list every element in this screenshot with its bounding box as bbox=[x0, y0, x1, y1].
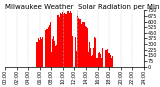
Bar bbox=[89, 42, 90, 67]
Bar bbox=[48, 27, 49, 67]
Bar bbox=[111, 58, 112, 67]
Bar bbox=[54, 41, 55, 67]
Bar bbox=[56, 45, 57, 67]
Bar bbox=[87, 28, 88, 67]
Bar bbox=[50, 22, 51, 67]
Bar bbox=[42, 37, 43, 67]
Bar bbox=[108, 53, 109, 67]
Bar bbox=[52, 39, 53, 67]
Bar bbox=[112, 56, 113, 67]
Bar bbox=[95, 38, 96, 67]
Bar bbox=[102, 48, 103, 67]
Bar bbox=[94, 37, 95, 67]
Bar bbox=[88, 52, 89, 67]
Bar bbox=[37, 42, 38, 67]
Bar bbox=[55, 46, 56, 67]
Text: Milwaukee Weather  Solar Radiation per Minute W/m² (Last 24 Hours): Milwaukee Weather Solar Radiation per Mi… bbox=[5, 3, 160, 10]
Bar bbox=[64, 13, 65, 67]
Bar bbox=[79, 19, 80, 67]
Bar bbox=[93, 48, 94, 67]
Bar bbox=[98, 53, 99, 67]
Bar bbox=[65, 14, 66, 67]
Bar bbox=[91, 56, 92, 67]
Bar bbox=[51, 52, 52, 67]
Bar bbox=[47, 29, 48, 67]
Bar bbox=[105, 50, 106, 67]
Bar bbox=[82, 22, 83, 67]
Bar bbox=[76, 51, 77, 67]
Bar bbox=[67, 11, 68, 67]
Bar bbox=[66, 14, 67, 67]
Bar bbox=[78, 18, 79, 67]
Bar bbox=[84, 22, 85, 67]
Bar bbox=[70, 11, 71, 67]
Bar bbox=[41, 39, 42, 67]
Bar bbox=[53, 36, 54, 67]
Bar bbox=[100, 54, 101, 67]
Bar bbox=[104, 50, 105, 67]
Bar bbox=[59, 17, 60, 67]
Bar bbox=[43, 33, 44, 67]
Bar bbox=[40, 37, 41, 67]
Bar bbox=[39, 40, 40, 67]
Bar bbox=[69, 13, 70, 67]
Bar bbox=[68, 11, 69, 67]
Bar bbox=[106, 50, 107, 67]
Bar bbox=[63, 14, 64, 67]
Bar bbox=[107, 49, 108, 67]
Bar bbox=[77, 16, 78, 67]
Bar bbox=[45, 30, 46, 67]
Bar bbox=[85, 26, 86, 67]
Bar bbox=[57, 15, 58, 67]
Bar bbox=[109, 53, 110, 67]
Bar bbox=[58, 15, 59, 67]
Bar bbox=[83, 22, 84, 67]
Bar bbox=[99, 52, 100, 67]
Bar bbox=[62, 12, 63, 67]
Bar bbox=[80, 19, 81, 67]
Bar bbox=[103, 48, 104, 67]
Bar bbox=[86, 27, 87, 67]
Bar bbox=[92, 55, 93, 67]
Bar bbox=[97, 58, 98, 67]
Bar bbox=[38, 38, 39, 67]
Bar bbox=[71, 13, 72, 67]
Bar bbox=[96, 58, 97, 67]
Bar bbox=[44, 31, 45, 67]
Bar bbox=[90, 48, 91, 67]
Bar bbox=[81, 24, 82, 67]
Bar bbox=[46, 29, 47, 67]
Bar bbox=[36, 42, 37, 67]
Bar bbox=[49, 25, 50, 67]
Bar bbox=[61, 14, 62, 67]
Bar bbox=[60, 13, 61, 67]
Bar bbox=[101, 58, 102, 67]
Bar bbox=[110, 55, 111, 67]
